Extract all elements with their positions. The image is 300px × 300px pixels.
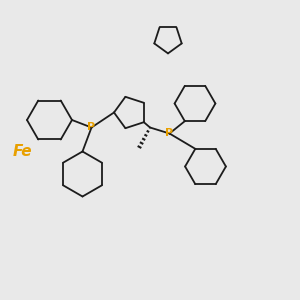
Text: P: P (87, 122, 96, 133)
Text: Fe: Fe (13, 144, 32, 159)
Text: P: P (165, 128, 174, 139)
